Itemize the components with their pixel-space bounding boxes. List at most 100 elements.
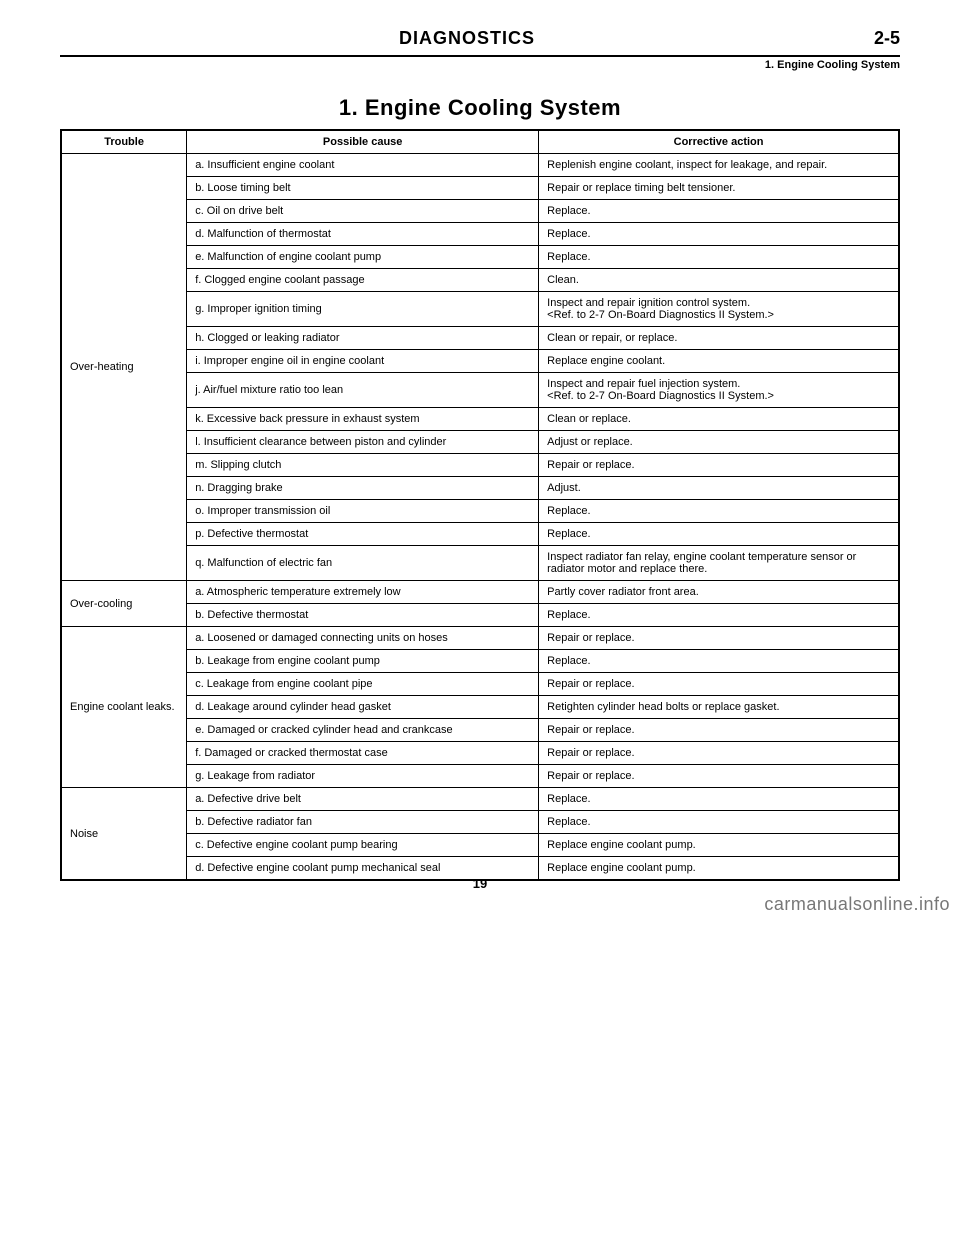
header-right: 2-5: [874, 28, 900, 49]
table-row: Noisea. Defective drive beltReplace.: [61, 788, 899, 811]
cause-cell: c. Defective engine coolant pump bearing: [187, 834, 539, 857]
cause-cell: a. Atmospheric temperature extremely low: [187, 581, 539, 604]
action-cell: Replenish engine coolant, inspect for le…: [539, 154, 899, 177]
cause-cell: j. Air/fuel mixture ratio too lean: [187, 373, 539, 408]
cause-cell: e. Damaged or cracked cylinder head and …: [187, 719, 539, 742]
cause-cell: d. Malfunction of thermostat: [187, 223, 539, 246]
table-body: Over-heatinga. Insufficient engine coola…: [61, 154, 899, 881]
table-row: b. Defective radiator fanReplace.: [61, 811, 899, 834]
table-row: b. Leakage from engine coolant pumpRepla…: [61, 650, 899, 673]
cause-cell: f. Clogged engine coolant passage: [187, 269, 539, 292]
trouble-cell: Engine coolant leaks.: [61, 627, 187, 788]
cause-cell: o. Improper transmission oil: [187, 500, 539, 523]
cause-cell: b. Defective thermostat: [187, 604, 539, 627]
action-cell: Adjust or replace.: [539, 431, 899, 454]
table-row: q. Malfunction of electric fanInspect ra…: [61, 546, 899, 581]
action-cell: Repair or replace.: [539, 627, 899, 650]
table-row: h. Clogged or leaking radiatorClean or r…: [61, 327, 899, 350]
action-cell: Replace engine coolant pump.: [539, 834, 899, 857]
table-row: d. Malfunction of thermostatReplace.: [61, 223, 899, 246]
table-row: c. Leakage from engine coolant pipeRepai…: [61, 673, 899, 696]
table-row: o. Improper transmission oilReplace.: [61, 500, 899, 523]
page-header: DIAGNOSTICS 2-5: [60, 28, 900, 49]
cause-cell: a. Defective drive belt: [187, 788, 539, 811]
action-cell: Repair or replace timing belt tensioner.: [539, 177, 899, 200]
table-row: Engine coolant leaks.a. Loosened or dama…: [61, 627, 899, 650]
action-cell: Replace.: [539, 200, 899, 223]
col-trouble: Trouble: [61, 130, 187, 154]
watermark: carmanualsonline.info: [764, 894, 950, 915]
action-cell: Inspect and repair ignition control syst…: [539, 292, 899, 327]
table-header-row: Trouble Possible cause Corrective action: [61, 130, 899, 154]
cause-cell: m. Slipping clutch: [187, 454, 539, 477]
diagnostics-table: Trouble Possible cause Corrective action…: [60, 129, 900, 881]
action-cell: Clean.: [539, 269, 899, 292]
action-cell: Clean or repair, or replace.: [539, 327, 899, 350]
cause-cell: c. Leakage from engine coolant pipe: [187, 673, 539, 696]
action-cell: Repair or replace.: [539, 719, 899, 742]
action-cell: Replace.: [539, 500, 899, 523]
action-cell: Repair or replace.: [539, 765, 899, 788]
cause-cell: i. Improper engine oil in engine coolant: [187, 350, 539, 373]
cause-cell: a. Loosened or damaged connecting units …: [187, 627, 539, 650]
action-cell: Replace.: [539, 788, 899, 811]
cause-cell: k. Excessive back pressure in exhaust sy…: [187, 408, 539, 431]
header-sub-right: 1. Engine Cooling System: [60, 59, 900, 71]
table-row: c. Oil on drive beltReplace.: [61, 200, 899, 223]
action-cell: Replace.: [539, 246, 899, 269]
action-cell: Repair or replace.: [539, 742, 899, 765]
action-cell: Retighten cylinder head bolts or replace…: [539, 696, 899, 719]
table-row: e. Damaged or cracked cylinder head and …: [61, 719, 899, 742]
table-row: Over-coolinga. Atmospheric temperature e…: [61, 581, 899, 604]
table-row: p. Defective thermostatReplace.: [61, 523, 899, 546]
table-row: j. Air/fuel mixture ratio too leanInspec…: [61, 373, 899, 408]
action-cell: Replace.: [539, 811, 899, 834]
action-cell: Partly cover radiator front area.: [539, 581, 899, 604]
cause-cell: g. Leakage from radiator: [187, 765, 539, 788]
action-cell: Replace.: [539, 223, 899, 246]
page-number: 19: [0, 876, 960, 891]
trouble-cell: Over-heating: [61, 154, 187, 581]
trouble-cell: Noise: [61, 788, 187, 881]
action-cell: Repair or replace.: [539, 673, 899, 696]
action-cell: Replace engine coolant.: [539, 350, 899, 373]
trouble-cell: Over-cooling: [61, 581, 187, 627]
table-row: k. Excessive back pressure in exhaust sy…: [61, 408, 899, 431]
table-row: i. Improper engine oil in engine coolant…: [61, 350, 899, 373]
table-row: g. Improper ignition timingInspect and r…: [61, 292, 899, 327]
action-cell: Clean or replace.: [539, 408, 899, 431]
action-cell: Adjust.: [539, 477, 899, 500]
header-rule: [60, 55, 900, 57]
action-cell: Inspect radiator fan relay, engine coola…: [539, 546, 899, 581]
cause-cell: n. Dragging brake: [187, 477, 539, 500]
cause-cell: a. Insufficient engine coolant: [187, 154, 539, 177]
action-cell: Inspect and repair fuel injection system…: [539, 373, 899, 408]
table-row: e. Malfunction of engine coolant pumpRep…: [61, 246, 899, 269]
cause-cell: l. Insufficient clearance between piston…: [187, 431, 539, 454]
action-cell: Repair or replace.: [539, 454, 899, 477]
table-row: d. Leakage around cylinder head gasketRe…: [61, 696, 899, 719]
action-cell: Replace.: [539, 650, 899, 673]
action-cell: Replace.: [539, 604, 899, 627]
col-cause: Possible cause: [187, 130, 539, 154]
table-row: b. Defective thermostatReplace.: [61, 604, 899, 627]
cause-cell: e. Malfunction of engine coolant pump: [187, 246, 539, 269]
cause-cell: d. Leakage around cylinder head gasket: [187, 696, 539, 719]
table-row: f. Clogged engine coolant passageClean.: [61, 269, 899, 292]
table-row: Over-heatinga. Insufficient engine coola…: [61, 154, 899, 177]
table-row: f. Damaged or cracked thermostat caseRep…: [61, 742, 899, 765]
cause-cell: h. Clogged or leaking radiator: [187, 327, 539, 350]
cause-cell: c. Oil on drive belt: [187, 200, 539, 223]
table-row: g. Leakage from radiatorRepair or replac…: [61, 765, 899, 788]
table-row: l. Insufficient clearance between piston…: [61, 431, 899, 454]
cause-cell: q. Malfunction of electric fan: [187, 546, 539, 581]
section-title: 1. Engine Cooling System: [60, 95, 900, 121]
col-action: Corrective action: [539, 130, 899, 154]
cause-cell: g. Improper ignition timing: [187, 292, 539, 327]
header-center: DIAGNOSTICS: [399, 28, 535, 49]
table-row: c. Defective engine coolant pump bearing…: [61, 834, 899, 857]
action-cell: Replace.: [539, 523, 899, 546]
table-row: b. Loose timing beltRepair or replace ti…: [61, 177, 899, 200]
page: DIAGNOSTICS 2-5 1. Engine Cooling System…: [0, 0, 960, 921]
cause-cell: b. Loose timing belt: [187, 177, 539, 200]
